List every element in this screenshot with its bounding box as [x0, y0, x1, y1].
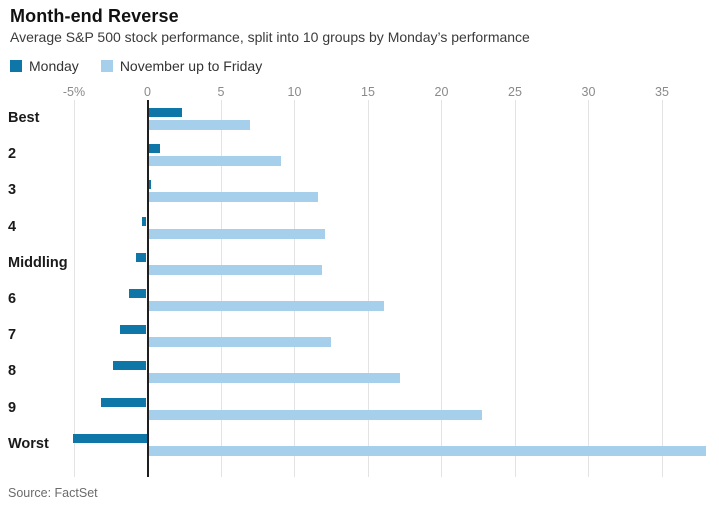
monday-bar [128, 289, 147, 298]
row-label: Best [8, 110, 40, 126]
friday-bar [148, 445, 706, 456]
friday-bar [148, 301, 384, 311]
legend: Monday November up to Friday [10, 58, 262, 74]
monday-bar [148, 180, 151, 190]
row-label: 3 [8, 182, 17, 199]
x-tick-label: 0 [144, 85, 151, 99]
x-tick-label: 30 [581, 85, 596, 99]
grid-line [73, 100, 75, 477]
monday-bar [73, 433, 147, 443]
monday-bar [100, 397, 147, 407]
friday-bar [148, 337, 331, 348]
monday-bar [136, 252, 147, 262]
friday-bar [148, 156, 281, 167]
friday-bar [148, 120, 250, 130]
row-label: 9 [8, 399, 17, 416]
legend-item-monday: Monday [10, 58, 79, 74]
monday-bar [148, 144, 161, 154]
friday-bar [148, 264, 322, 275]
x-tick-label: 15 [361, 85, 375, 99]
friday-bar [148, 373, 400, 384]
zero-axis-line [146, 100, 149, 477]
x-tick-label: 35 [655, 85, 669, 99]
legend-label-friday: November up to Friday [119, 58, 263, 74]
friday-bar [148, 409, 483, 420]
source-note: Source: FactSet [8, 486, 98, 500]
chart-subtitle: Average S&P 500 stock performance, split… [10, 29, 530, 45]
x-tick-label: -5% [62, 85, 86, 99]
row-label: Middling [8, 254, 68, 271]
row-label: 8 [8, 363, 17, 380]
monday-bar [148, 108, 183, 117]
monday-bar [142, 216, 147, 226]
grid-line [441, 100, 442, 477]
legend-item-friday: November up to Friday [100, 58, 263, 74]
x-tick-label: 10 [287, 85, 302, 99]
grid-line [514, 100, 516, 477]
friday-swatch-icon [100, 60, 113, 72]
friday-bar [148, 228, 325, 239]
grid-line [661, 100, 663, 477]
x-tick-label: 25 [508, 85, 522, 99]
monday-bar [120, 325, 147, 335]
chart-title: Month-end Reverse [10, 6, 179, 26]
friday-bar [148, 192, 318, 203]
grid-line [588, 100, 589, 477]
monday-swatch-icon [10, 60, 22, 72]
row-label: Worst [8, 435, 49, 452]
x-tick-label: 5 [217, 85, 225, 99]
legend-label-monday: Monday [29, 58, 79, 74]
row-label: 6 [8, 291, 17, 307]
row-label: 2 [8, 146, 17, 163]
row-label: 4 [8, 218, 17, 235]
grid-line [220, 100, 222, 477]
grid-line [294, 100, 295, 477]
x-tick-label: 20 [434, 85, 449, 99]
monday-bar [112, 361, 147, 371]
row-label: 7 [8, 327, 17, 344]
grid-line [367, 100, 369, 477]
